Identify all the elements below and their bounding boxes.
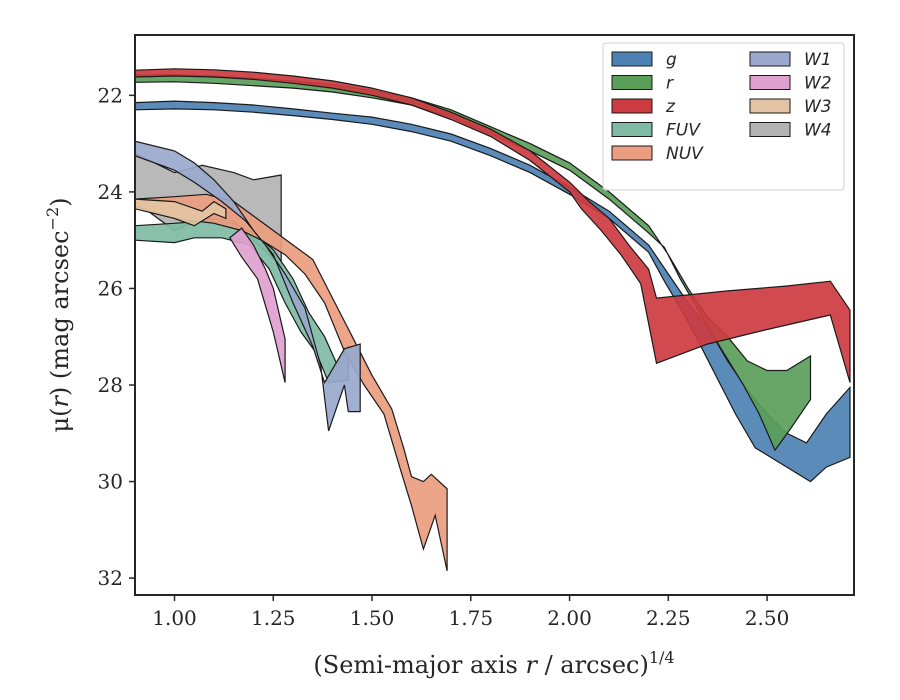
series-band-w2 xyxy=(229,227,286,383)
legend-item-w3: W3 xyxy=(749,97,832,117)
legend-item-w2: W2 xyxy=(749,74,832,94)
x-tick-label: 1.75 xyxy=(449,606,494,630)
y-axis-label: μ(r) (mag arcsec−2) xyxy=(43,197,74,432)
legend-swatch xyxy=(611,122,653,137)
y-tick-label: 26 xyxy=(98,276,123,300)
y-tick-label: 32 xyxy=(98,566,123,590)
y-tick-label: 30 xyxy=(98,470,123,494)
legend: grz FUV NUV W1 W2 W3 W4 xyxy=(602,42,845,191)
legend-item-w1: W1 xyxy=(749,50,832,70)
legend-label: W4 xyxy=(804,121,832,141)
y-tick-label: 24 xyxy=(98,180,123,204)
legend-swatch xyxy=(611,98,653,114)
legend-swatch xyxy=(749,98,791,114)
series-band-z xyxy=(135,68,851,383)
legend-item-fuv: FUV xyxy=(611,121,701,141)
legend-label: FUV xyxy=(666,121,701,141)
legend-item-z: z xyxy=(611,97,676,117)
legend-label: g xyxy=(666,50,677,70)
x-tick-label: 2.25 xyxy=(646,606,691,630)
legend-label: NUV xyxy=(666,144,704,164)
legend-label: W2 xyxy=(804,74,832,94)
x-axis-label: (Semi-major axis r / arcsec)1/4 xyxy=(313,648,674,679)
y-tick-label: 28 xyxy=(98,373,123,397)
legend-label: W1 xyxy=(804,50,832,70)
x-tick-label: 2.50 xyxy=(745,606,790,630)
x-tick-label: 2.00 xyxy=(547,606,592,630)
legend-swatch xyxy=(749,75,791,90)
y-tick-label: 22 xyxy=(98,83,123,107)
legend-swatch xyxy=(611,75,653,90)
x-tick-label: 1.25 xyxy=(251,606,296,630)
plot-frame xyxy=(134,34,855,596)
x-tick-label: 1.00 xyxy=(152,606,197,630)
legend-item-nuv: NUV xyxy=(611,144,704,164)
legend-item-g: g xyxy=(611,50,677,70)
y-axis-ticks: 22 24 26 28 30 32 xyxy=(98,83,135,590)
legend-item-w4: W4 xyxy=(749,121,832,141)
series-band-nuv xyxy=(135,193,448,572)
x-axis-ticks: 1.00 1.25 1.50 1.75 2.00 2.25 2.50 xyxy=(152,595,789,630)
legend-swatch xyxy=(611,51,653,67)
legend-label: r xyxy=(666,74,674,94)
legend-item-r: r xyxy=(611,74,674,94)
legend-label: z xyxy=(665,97,676,117)
series-band-w3 xyxy=(135,198,227,227)
series-band-r xyxy=(135,73,812,452)
legend-label: W3 xyxy=(804,97,832,117)
x-tick-label: 1.50 xyxy=(350,606,395,630)
legend-swatch xyxy=(749,122,791,137)
legend-swatch xyxy=(611,145,653,161)
series-band-w1 xyxy=(135,140,361,432)
legend-swatch xyxy=(749,51,791,67)
series-areas xyxy=(135,68,851,572)
